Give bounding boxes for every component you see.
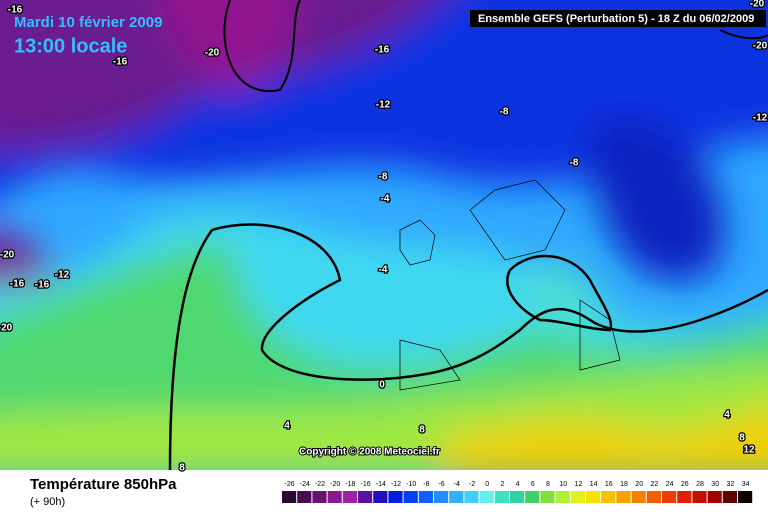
contour-label: -20 <box>750 0 765 10</box>
legend-tick-label: -2 <box>469 481 475 488</box>
legend-tick-label: 16 <box>605 481 613 488</box>
legend-tick-label: 8 <box>546 481 550 488</box>
contour-label: -16 <box>375 45 390 56</box>
legend-tick-label: -20 <box>330 481 340 488</box>
legend-tick-label: -4 <box>454 481 460 488</box>
legend-swatch <box>631 491 646 503</box>
legend-tick-label: -12 <box>391 481 401 488</box>
contour-label: -16 <box>35 280 50 291</box>
legend-tick-label: 28 <box>696 481 704 488</box>
legend-tick-label: 6 <box>531 481 535 488</box>
legend-tick-label: 24 <box>666 481 674 488</box>
legend-swatch <box>738 491 753 503</box>
legend-swatch <box>434 491 449 503</box>
legend-swatch <box>555 491 570 503</box>
legend-swatch <box>418 491 433 503</box>
legend-swatch <box>282 491 297 503</box>
legend-swatch <box>525 491 540 503</box>
legend-swatch <box>722 491 737 503</box>
legend-tick-label: -18 <box>345 481 355 488</box>
legend-tick-label: 14 <box>590 481 598 488</box>
legend-swatch <box>692 491 707 503</box>
legend-tick-label: -16 <box>361 481 371 488</box>
legend-tick-label: 18 <box>620 481 628 488</box>
legend-tick-label: 20 <box>635 481 643 488</box>
legend-swatch <box>494 491 509 503</box>
contour-label: -16 <box>113 57 128 68</box>
legend-tick-label: 26 <box>681 481 689 488</box>
legend-tick-label: 10 <box>559 481 567 488</box>
legend-swatch <box>403 491 418 503</box>
contour-label: -20 <box>205 48 220 59</box>
contour-label: 8 <box>179 463 185 474</box>
time-label: 13:00 locale <box>14 35 127 57</box>
copyright: Copyright © 2008 Meteociel.fr <box>299 447 440 458</box>
contour-label: -20 <box>0 323 13 334</box>
legend-swatch <box>388 491 403 503</box>
contour-label: 12 <box>743 445 755 456</box>
temperature-field <box>0 0 768 470</box>
legend-swatch <box>327 491 342 503</box>
footer-lead: (+ 90h) <box>30 496 65 508</box>
date-label: Mardi 10 février 2009 <box>14 14 162 31</box>
legend-tick-label: -10 <box>406 481 416 488</box>
legend-swatch <box>342 491 357 503</box>
legend-swatch <box>586 491 601 503</box>
legend-swatch <box>570 491 585 503</box>
legend-swatch <box>510 491 525 503</box>
legend-swatch <box>540 491 555 503</box>
contour-label: -12 <box>753 113 768 124</box>
legend-swatch <box>646 491 661 503</box>
legend-tick-label: 22 <box>651 481 659 488</box>
legend-swatch <box>312 491 327 503</box>
contour-label: 8 <box>419 425 425 436</box>
contour-label: 4 <box>724 410 730 421</box>
contour-label: -20 <box>0 250 15 261</box>
contour-label: -12 <box>376 100 391 111</box>
legend-swatch <box>479 491 494 503</box>
legend-tick-label: 30 <box>711 481 719 488</box>
legend-tick-label: -22 <box>315 481 325 488</box>
legend-swatch <box>373 491 388 503</box>
legend-swatch <box>358 491 373 503</box>
run-label: Ensemble GEFS (Perturbation 5) - 18 Z du… <box>478 13 754 25</box>
contour-label: 0 <box>379 380 385 391</box>
legend-swatch <box>297 491 312 503</box>
contour-label: -8 <box>570 158 579 169</box>
contour-label: -4 <box>381 194 390 205</box>
legend-tick-label: -24 <box>300 481 310 488</box>
footer-title: Température 850hPa <box>30 476 177 493</box>
contour-label: -8 <box>379 172 388 183</box>
contour-label: 4 <box>284 421 290 432</box>
legend-tick-label: 12 <box>575 481 583 488</box>
legend-swatch <box>449 491 464 503</box>
legend-tick-label: 0 <box>485 481 489 488</box>
contour-label: -4 <box>379 265 388 276</box>
run-box <box>470 10 766 27</box>
legend-tick-label: -8 <box>423 481 429 488</box>
legend-tick-label: -6 <box>438 481 444 488</box>
contour-label: -16 <box>8 5 23 16</box>
legend-tick-label: 2 <box>500 481 504 488</box>
legend-tick-label: -14 <box>376 481 386 488</box>
legend-tick-label: 34 <box>742 481 750 488</box>
legend-swatch <box>601 491 616 503</box>
legend-swatch <box>464 491 479 503</box>
legend-tick-label: -26 <box>285 481 295 488</box>
legend-swatch <box>616 491 631 503</box>
legend-tick-label: 32 <box>727 481 735 488</box>
contour-label: -12 <box>55 270 70 281</box>
legend-swatch <box>707 491 722 503</box>
contour-label: -16 <box>10 279 25 290</box>
legend-tick-label: 4 <box>516 481 520 488</box>
legend-swatch <box>677 491 692 503</box>
contour-label: 8 <box>739 433 745 444</box>
contour-label: -20 <box>753 41 768 52</box>
legend-swatch <box>662 491 677 503</box>
contour-label: -8 <box>500 107 509 118</box>
